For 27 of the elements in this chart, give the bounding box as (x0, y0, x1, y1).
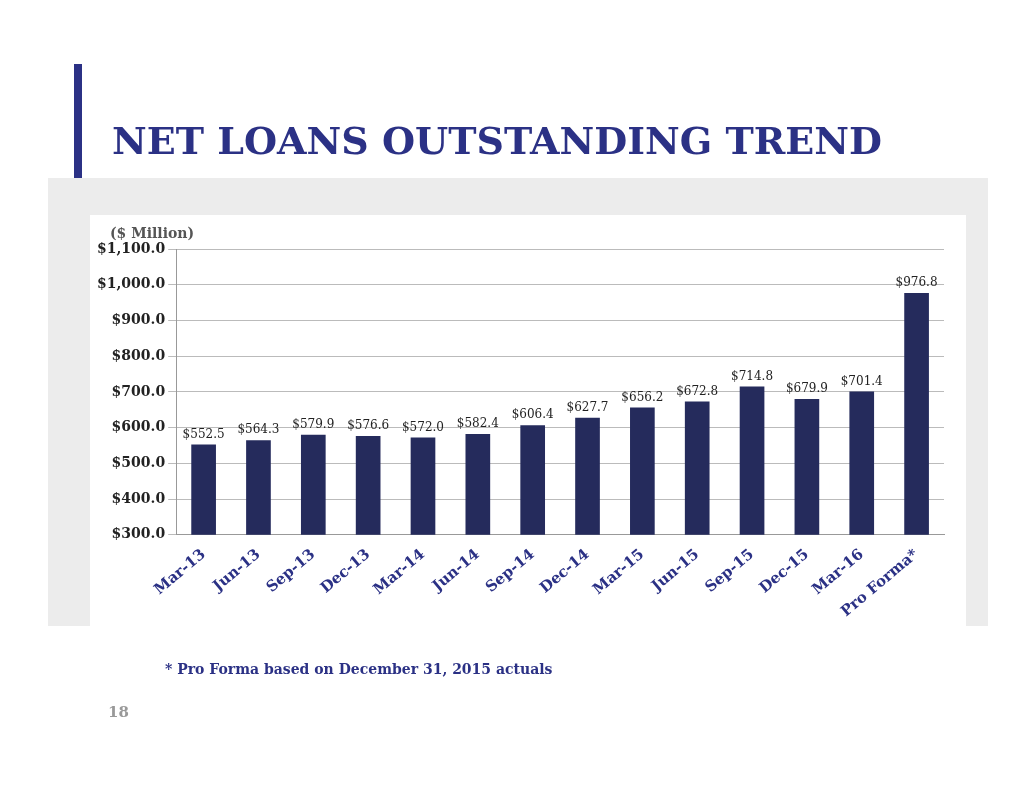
data-label: $564.3 (237, 422, 280, 437)
data-label: $976.8 (895, 275, 938, 290)
text: * Pro Forma based on December 31, 2015 actuals (165, 661, 553, 677)
y-tick-label: $500.0 (111, 453, 166, 470)
y-tick-label: $600.0 (111, 418, 166, 435)
y-tick-label: $1,100.0 (96, 239, 166, 256)
y-tick-label: $900.0 (111, 311, 166, 328)
y-tick-label: $800.0 (111, 346, 166, 363)
data-label: $656.2 (621, 389, 664, 404)
data-label: $582.4 (456, 416, 500, 431)
data-label: $701.4 (840, 373, 884, 388)
data-label: $679.9 (785, 381, 828, 396)
data-label: $606.4 (511, 407, 555, 422)
data-label: $672.8 (676, 383, 719, 398)
y-tick-label: $700.0 (111, 382, 166, 399)
data-label: $572.0 (401, 419, 444, 434)
y-axis-title: ($ Million) (110, 225, 195, 241)
y-tick-label: $300.0 (111, 525, 166, 542)
text: 18 (108, 703, 129, 721)
data-label: $714.8 (731, 368, 774, 383)
y-tick-label: $400.0 (111, 489, 166, 506)
data-label: $552.5 (182, 426, 225, 441)
data-label: $576.6 (347, 418, 390, 433)
chart-title: NET LOANS OUTSTANDING TREND (112, 118, 882, 163)
y-tick-label: $1,000.0 (96, 275, 166, 292)
data-label: $579.9 (292, 416, 335, 431)
data-label: $627.7 (566, 399, 609, 414)
